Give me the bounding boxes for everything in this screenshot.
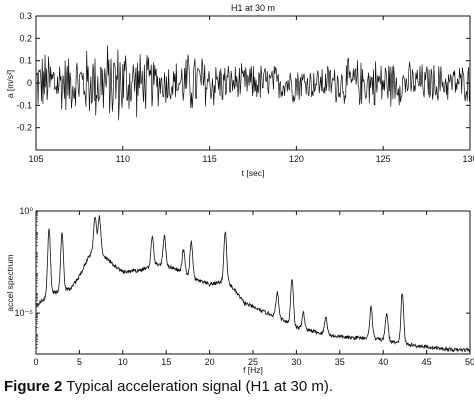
spectrum-x-tick-label: 45 — [422, 357, 432, 367]
time-x-tick-label: 105 — [28, 154, 43, 164]
time-x-tick-label: 130 — [462, 154, 474, 164]
spectrum-x-tick-label: 10 — [118, 357, 128, 367]
spectrum-x-tick-label: 0 — [33, 357, 38, 367]
spectrum-x-tick-label: 30 — [291, 357, 301, 367]
time-y-tick-label: -0.1 — [16, 100, 32, 110]
spectrum-chart: 10⁰ 10⁻⁵ 0 5 10 15 20 25 30 35 40 45 50 f [Hz] acce… — [5, 206, 474, 375]
time-chart-title: H1 at 30 m — [231, 3, 275, 13]
spectrum-x-ticks: 0 5 10 15 20 25 30 35 40 45 50 — [33, 211, 474, 367]
time-y-axis-label: a [m/s²] — [5, 70, 15, 98]
caption-label: Figure 2 — [4, 378, 63, 395]
spectrum-x-tick-label: 35 — [335, 357, 345, 367]
time-signal-chart: H1 at 30 m -0.2-0.100.10.20.3 105 110 115 1… — [5, 3, 474, 178]
spectrum-y-ticks: 10⁰ 10⁻⁵ — [15, 206, 470, 349]
time-y-tick-label: 0.2 — [19, 33, 32, 43]
time-y-ticks: -0.2 -0.1 0 0.1 0.2 0.3 — [16, 11, 470, 133]
time-y-tick-label: 0 — [27, 78, 32, 88]
spectrum-x-tick-label: 5 — [77, 357, 82, 367]
spectrum-x-tick-label: 40 — [378, 357, 388, 367]
spectrum-y-tick-label: 10⁰ — [19, 206, 33, 216]
acceleration-spectrum-line — [35, 215, 471, 353]
time-y-tick-label: -0.2 — [16, 123, 32, 133]
time-x-tick-label: 120 — [289, 154, 304, 164]
spectrum-x-tick-label: 15 — [161, 357, 171, 367]
figure-caption: Figure 2 Typical acceleration signal (H1… — [4, 378, 333, 395]
time-x-axis-label: t [sec] — [242, 168, 265, 178]
spectrum-x-tick-label: 25 — [248, 357, 258, 367]
time-x-tick-label: 125 — [376, 154, 391, 164]
spectrum-x-tick-label: 50 — [465, 357, 474, 367]
time-y-tick-label: 0.1 — [19, 56, 32, 66]
spectrum-x-tick-label: 20 — [205, 357, 215, 367]
acceleration-signal-line — [35, 45, 471, 121]
time-x-tick-label: 110 — [116, 154, 130, 164]
time-x-ticks: 105 110 115 120 125 130 — [28, 16, 474, 164]
spectrum-y-axis-label: accel spectrum — [5, 254, 15, 311]
spectrum-x-axis-label: f [Hz] — [243, 365, 263, 375]
time-y-tick-label: 0.3 — [19, 11, 32, 21]
time-x-tick-label: 115 — [202, 154, 216, 164]
spectrum-y-tick-label: 10⁻⁵ — [15, 308, 34, 318]
caption-text: Typical acceleration signal (H1 at 30 m)… — [66, 378, 334, 395]
